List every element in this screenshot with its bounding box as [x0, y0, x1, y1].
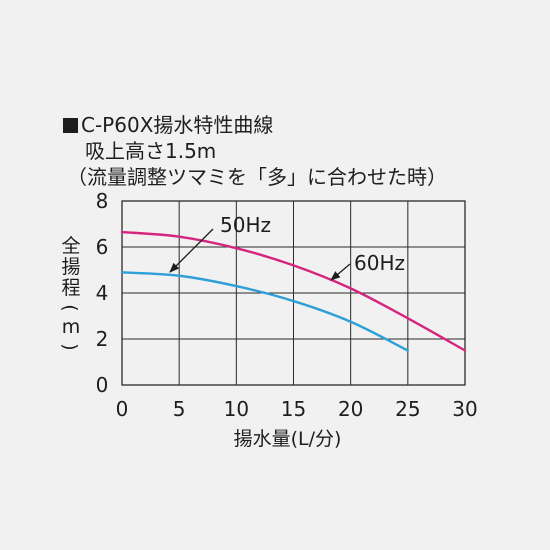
plot-frame: [121, 200, 466, 386]
x-tick-label: 5: [173, 397, 186, 421]
legend-arrow-60hz: [330, 263, 351, 281]
chart-title-block: C-P60X揚水特性曲線 吸上高さ1.5m （流量調整ツマミを「多」に合わせた時…: [63, 112, 447, 190]
square-bullet-icon: [63, 118, 78, 133]
y-axis-label-char: 全: [61, 235, 81, 257]
suction-height-label: 吸上高さ1.5m: [85, 139, 217, 163]
chart-title: C-P60X揚水特性曲線: [63, 112, 447, 138]
x-tick-label: 30: [452, 397, 477, 421]
y-axis-label-char: 揚: [61, 256, 81, 278]
chart-title-text: C-P60X揚水特性曲線: [81, 113, 274, 137]
y-tick-label: 2: [96, 327, 109, 351]
y-axis-label-char: (: [59, 304, 81, 312]
legend-label-60hz: 60Hz: [354, 251, 405, 275]
y-axis-label-char: ): [59, 343, 81, 351]
y-tick-label: 6: [96, 235, 109, 259]
x-axis-label: 揚水量(L/分): [234, 428, 342, 450]
x-tick-label: 10: [224, 397, 249, 421]
x-tick-label: 25: [395, 397, 420, 421]
x-tick-label: 0: [116, 397, 129, 421]
x-tick-label: 15: [281, 397, 306, 421]
series-line-50hz: [120, 271, 410, 352]
x-tick-label: 20: [338, 397, 363, 421]
y-tick-label: 0: [96, 373, 109, 397]
y-axis-label-char: m: [61, 316, 81, 338]
condition-note: （流量調整ツマミを「多」に合わせた時）: [67, 165, 447, 189]
y-axis-label: 全揚程 ( m): [59, 235, 82, 356]
y-axis-label-char: 程: [61, 277, 81, 299]
y-tick-label: 4: [96, 281, 109, 305]
y-tick-label: 8: [96, 189, 109, 213]
series-line-60hz: [120, 230, 467, 352]
legend-arrow-50hz: [169, 228, 214, 273]
legend-label-50hz: 50Hz: [220, 213, 271, 237]
